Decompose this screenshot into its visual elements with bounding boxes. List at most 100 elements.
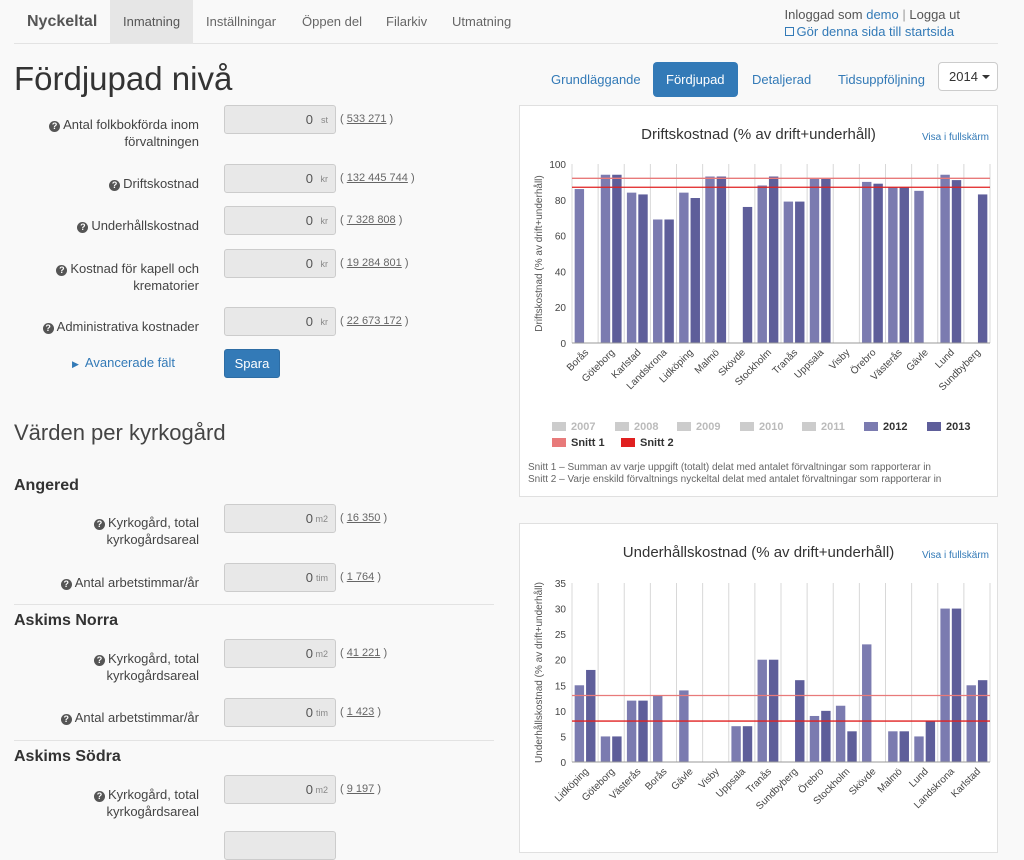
- reference-value[interactable]: ( 1 423 ): [340, 706, 381, 718]
- help-icon[interactable]: ?: [93, 519, 105, 530]
- y-tick-label: 100: [549, 160, 566, 171]
- bar-2013: [716, 176, 727, 343]
- field-input[interactable]: 0 m2: [224, 639, 336, 668]
- help-icon[interactable]: ?: [93, 791, 105, 802]
- bar-2012: [809, 715, 820, 762]
- field-input[interactable]: 0 kr: [224, 206, 336, 235]
- reference-value[interactable]: ( 1 764 ): [340, 571, 381, 583]
- tab-oppen-del[interactable]: Öppen del: [302, 14, 362, 29]
- bar-2013: [768, 659, 779, 762]
- level-tab-detaljerad[interactable]: Detaljerad: [752, 72, 812, 87]
- reference-value[interactable]: ( 22 673 172 ): [340, 315, 409, 327]
- cemetery-name: Angered: [14, 477, 79, 494]
- bar-2012: [731, 726, 741, 762]
- bar-2013: [951, 180, 962, 343]
- chart-panel-underhallskostnad: Underhållskostnad (% av drift+underhåll)…: [519, 523, 998, 853]
- bar-2012: [809, 178, 820, 343]
- chart-legend: 2007 2008 2009 2010 2011 2012 2013 Snitt…: [552, 421, 992, 457]
- level-tab-grundlaggande[interactable]: Grundläggande: [551, 72, 641, 87]
- y-tick-label: 80: [555, 196, 567, 207]
- help-icon[interactable]: ?: [109, 180, 121, 191]
- reference-value[interactable]: ( 7 328 808 ): [340, 214, 403, 226]
- chart-note-snitt-1: Snitt 1 – Summan av varje uppgift (total…: [528, 462, 931, 473]
- field-label: ? Administrativa kostnader: [9, 318, 199, 335]
- level-tab-fordjupad[interactable]: Fördjupad: [653, 62, 738, 97]
- bar-2013: [925, 721, 936, 762]
- reference-value[interactable]: ( 41 221 ): [340, 647, 388, 659]
- x-tick-label: Uppsala: [793, 347, 827, 381]
- username-link[interactable]: demo: [866, 7, 899, 22]
- reference-value[interactable]: ( 9 197 ): [340, 783, 381, 795]
- legend-item-2008[interactable]: 2008: [615, 421, 658, 433]
- save-button[interactable]: Spara: [224, 349, 280, 378]
- brand[interactable]: Nyckeltal: [27, 13, 98, 30]
- divider: [14, 740, 494, 741]
- y-tick-label: 40: [555, 267, 567, 278]
- help-icon[interactable]: ?: [49, 121, 61, 132]
- fullscreen-link[interactable]: Visa i fullskärm: [921, 550, 989, 561]
- field-label: ? Kyrkogård, total kyrkogårdsareal: [9, 786, 199, 820]
- help-icon[interactable]: ?: [42, 323, 54, 334]
- bar-2012: [679, 192, 689, 343]
- y-tick-label: 5: [560, 732, 566, 743]
- field-input[interactable]: 0 kr: [224, 164, 336, 193]
- help-icon[interactable]: ?: [56, 265, 68, 276]
- bar-2012: [835, 705, 846, 762]
- help-icon[interactable]: ?: [60, 579, 72, 590]
- y-tick-label: 10: [555, 707, 567, 718]
- reference-value[interactable]: ( 533 271 ): [340, 113, 394, 125]
- tab-installningar[interactable]: Inställningar: [206, 14, 277, 29]
- legend-item-2007[interactable]: 2007: [552, 421, 595, 433]
- divider: [14, 604, 494, 605]
- x-tick-label: Gävle: [905, 347, 932, 374]
- field-input[interactable]: 0 tim: [224, 563, 336, 592]
- year-select[interactable]: 2014: [938, 62, 998, 91]
- tab-filarkiv[interactable]: Filarkiv: [386, 14, 428, 29]
- tab-utmatning[interactable]: Utmatning: [452, 14, 512, 29]
- bar-2012: [600, 736, 611, 762]
- field-input[interactable]: [224, 831, 336, 860]
- help-icon[interactable]: ?: [77, 222, 89, 233]
- separator: |: [902, 7, 906, 22]
- advanced-fields-link[interactable]: ▶ Avancerade fält: [72, 355, 176, 370]
- logout-link[interactable]: Logga ut: [909, 7, 960, 22]
- legend-item-2012[interactable]: 2012: [864, 421, 907, 433]
- reference-value[interactable]: ( 16 350 ): [340, 512, 388, 524]
- reference-value[interactable]: ( 19 284 801 ): [340, 257, 409, 269]
- field-input[interactable]: 0 kr: [224, 307, 336, 336]
- bar-2012: [757, 185, 767, 343]
- reference-value[interactable]: ( 132 445 744 ): [340, 172, 415, 184]
- legend-item-2009[interactable]: 2009: [677, 421, 720, 433]
- field-input[interactable]: 0 kr: [224, 249, 336, 278]
- help-icon[interactable]: ?: [60, 714, 72, 725]
- bar-2013: [899, 187, 909, 343]
- startpage-checkbox-icon[interactable]: [784, 27, 794, 36]
- fullscreen-link[interactable]: Visa i fullskärm: [921, 132, 989, 143]
- bar-2012: [574, 189, 585, 343]
- legend-item-snitt-2[interactable]: Snitt 2: [621, 437, 674, 449]
- legend-item-snitt-1[interactable]: Snitt 1: [552, 437, 605, 449]
- startpage-link[interactable]: Gör denna sida till startsida: [796, 24, 955, 39]
- level-tab-tidsuppfoljning[interactable]: Tidsuppföljning: [838, 72, 925, 87]
- bar-2013: [821, 178, 831, 343]
- bar-2012: [966, 685, 976, 762]
- legend-item-2013[interactable]: 2013: [927, 421, 970, 433]
- legend-item-2010[interactable]: 2010: [740, 421, 783, 433]
- bar-2013: [899, 731, 909, 762]
- field-input[interactable]: 0 m2: [224, 775, 336, 804]
- field-input[interactable]: 0 tim: [224, 698, 336, 727]
- field-row: ? Underhållskostnad 0 kr ( 7 328 808 ): [0, 206, 494, 236]
- help-icon[interactable]: ?: [93, 655, 105, 666]
- tab-inmatning[interactable]: Inmatning: [110, 0, 194, 44]
- field-input[interactable]: 0 m2: [224, 504, 336, 533]
- y-tick-label: 20: [555, 656, 567, 667]
- bar-2013: [768, 176, 779, 343]
- chart-driftskostnad: 0 20 40 60 80 100 Driftskostnad (% av drift+un…: [533, 160, 991, 393]
- y-tick-label: 25: [555, 630, 567, 641]
- bar-2012: [574, 685, 585, 762]
- y-axis-label: Driftskostnad (% av drift+underhåll): [533, 175, 545, 331]
- chart-underhallskostnad: 0 5 10 15 20 25 30 35 Underhållskostnad (% av dr…: [533, 579, 991, 812]
- caret-down-icon: [981, 75, 990, 79]
- legend-item-2011[interactable]: 2011: [802, 421, 845, 433]
